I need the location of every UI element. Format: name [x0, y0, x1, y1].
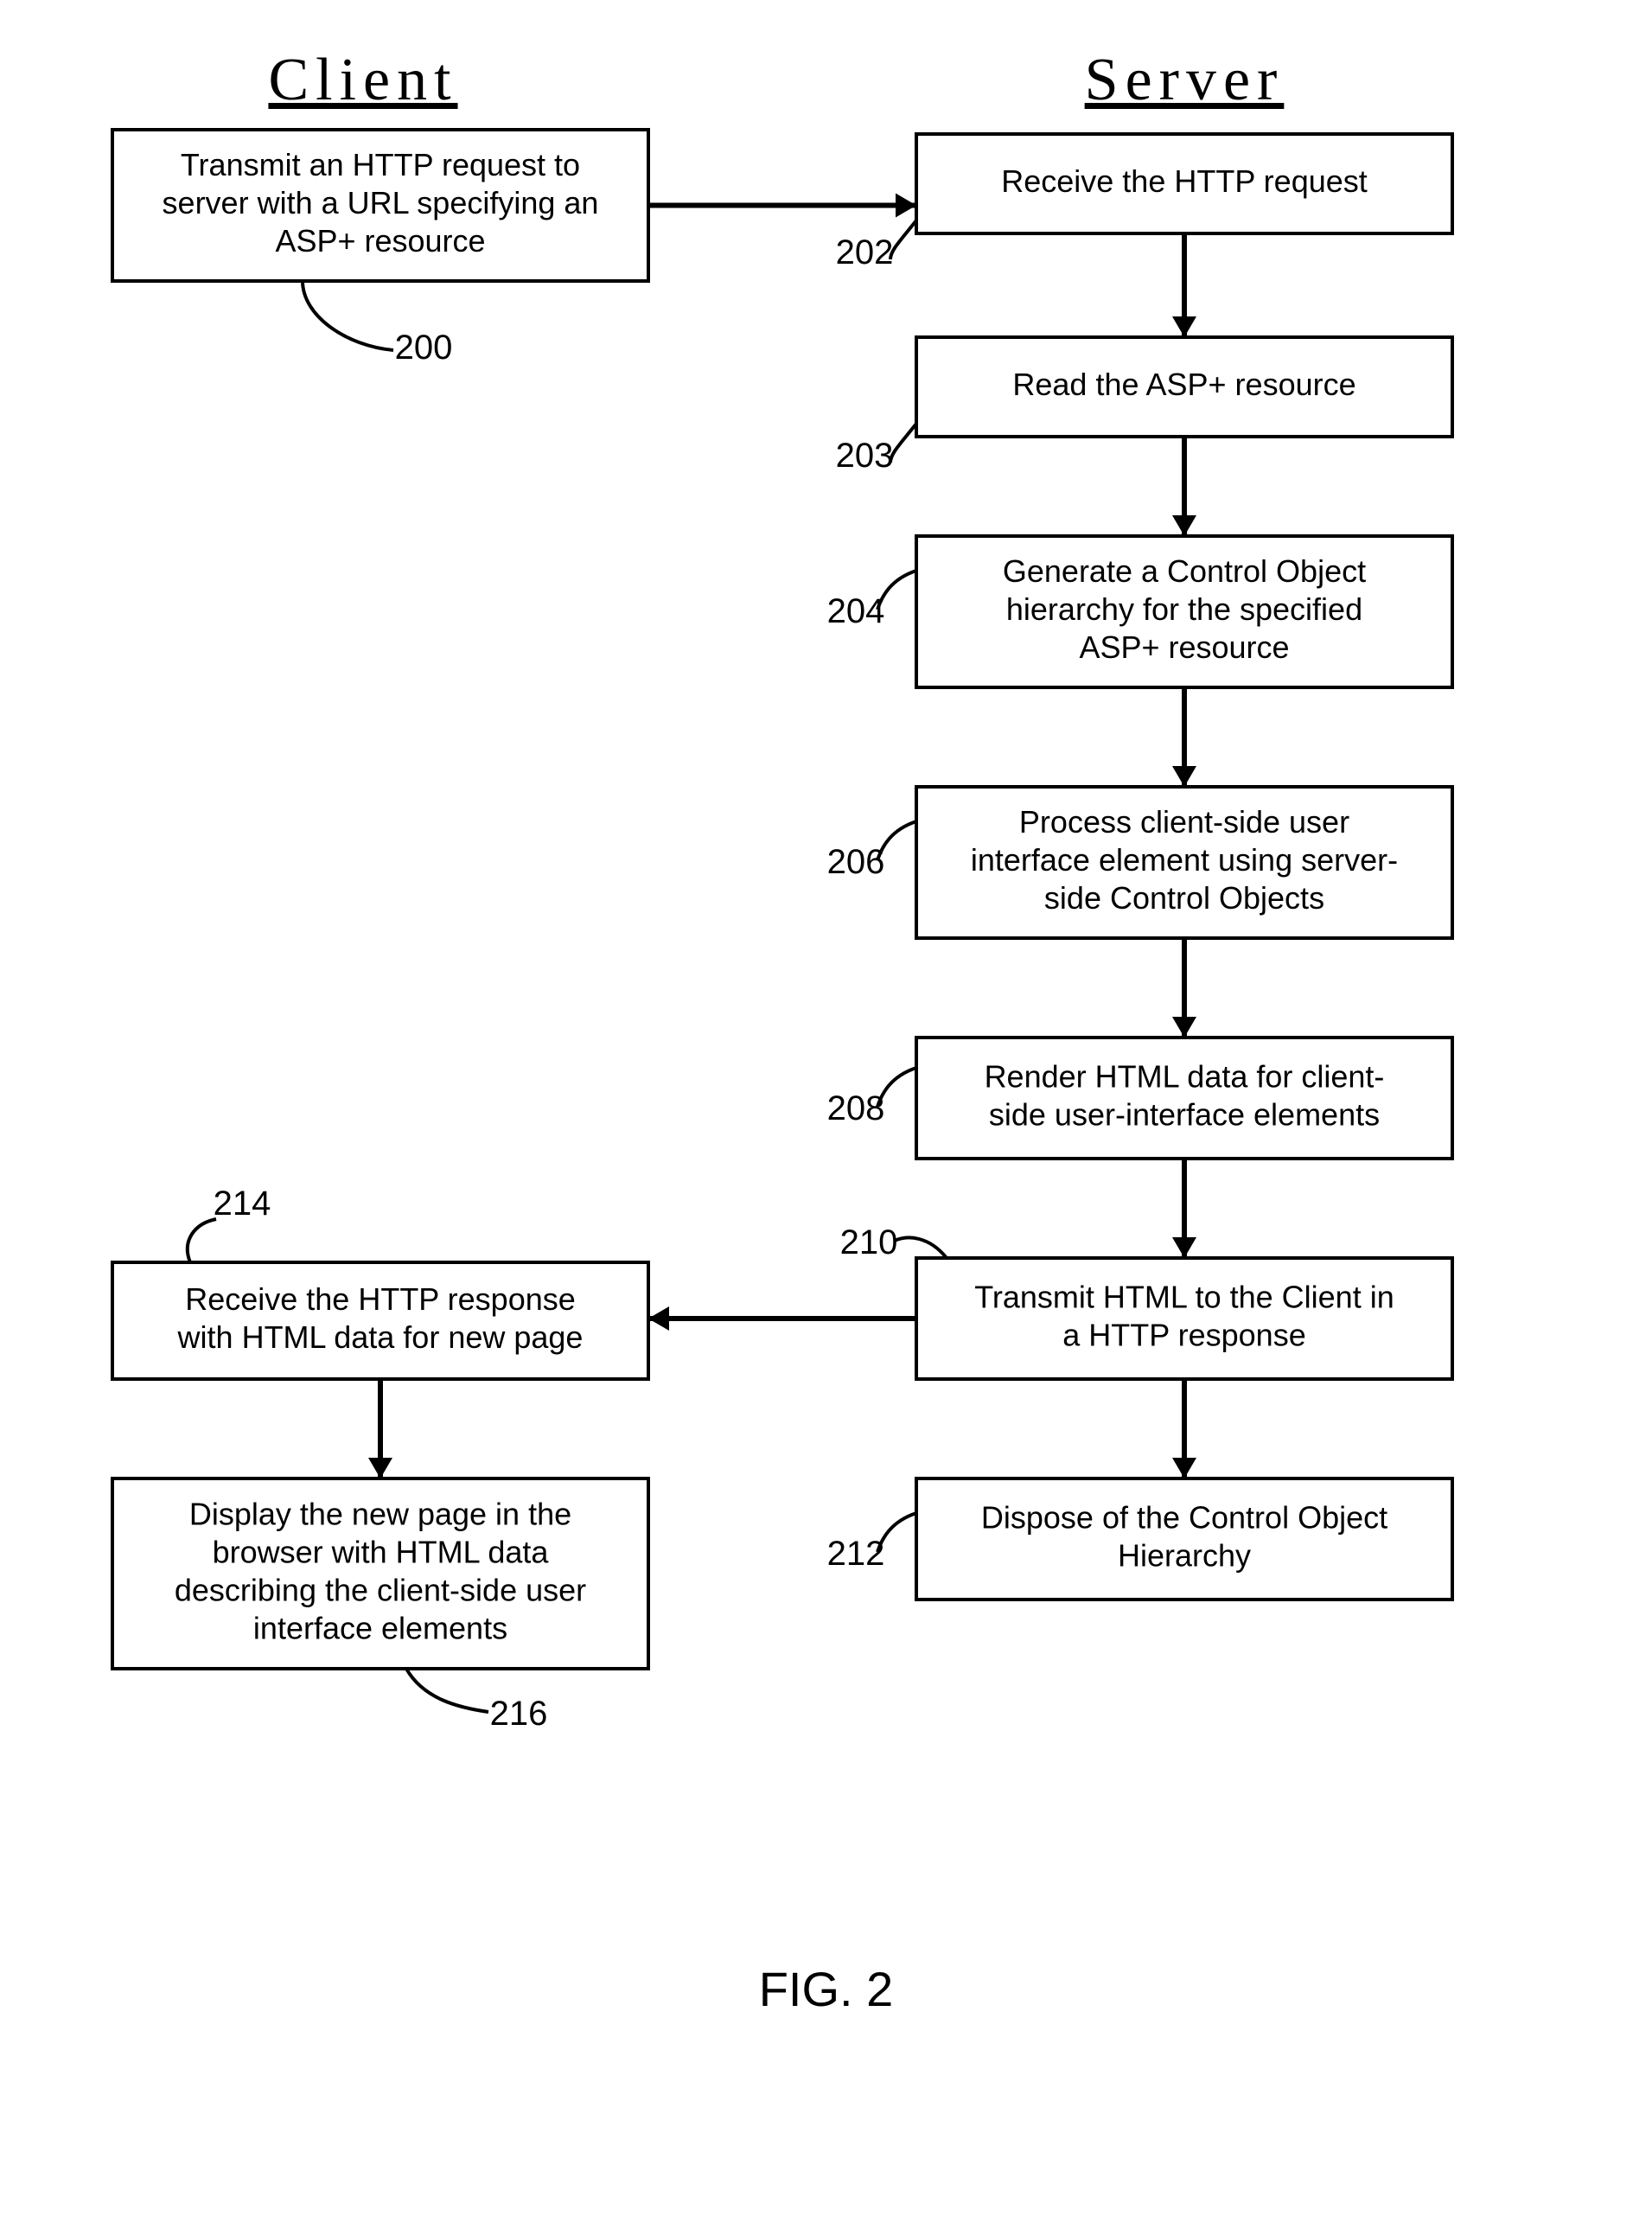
box-212-line-0: Dispose of the Control Object — [981, 1500, 1387, 1536]
arrowhead — [648, 1306, 669, 1331]
ref-200: 200 — [395, 329, 453, 367]
arrowhead — [1172, 766, 1196, 787]
box-206-line-1: interface element using server- — [971, 842, 1398, 878]
box-203-line-0: Read the ASP+ resource — [1012, 367, 1355, 402]
box-204-line-2: ASP+ resource — [1079, 629, 1289, 665]
box-204-line-1: hierarchy for the specified — [1006, 591, 1362, 627]
ref-210: 210 — [840, 1223, 898, 1261]
box-212-line-1: Hierarchy — [1118, 1538, 1251, 1574]
leader-210 — [895, 1238, 947, 1258]
box-214-line-0: Receive the HTTP response — [185, 1281, 576, 1317]
ref-202: 202 — [836, 233, 894, 271]
box-206-line-0: Process client-side user — [1019, 804, 1349, 840]
box-210-line-0: Transmit HTML to the Client in — [974, 1280, 1394, 1315]
box-208-line-1: side user-interface elements — [989, 1097, 1380, 1133]
leader-203 — [890, 424, 916, 463]
box-202-line-0: Receive the HTTP request — [1001, 163, 1368, 199]
leader-214 — [188, 1219, 216, 1262]
arrowhead — [1172, 515, 1196, 536]
leader-202 — [890, 220, 916, 259]
arrowhead — [1172, 316, 1196, 337]
ref-216: 216 — [490, 1695, 548, 1733]
box-200-line-1: server with a URL specifying an — [163, 185, 599, 220]
ref-206: 206 — [827, 843, 885, 881]
client-header: Client — [268, 47, 457, 113]
ref-203: 203 — [836, 437, 894, 475]
box-216-line-2: describing the client-side user — [175, 1573, 586, 1608]
box-214-line-1: with HTML data for new page — [177, 1319, 584, 1355]
box-200-line-2: ASP+ resource — [275, 223, 485, 259]
ref-208: 208 — [827, 1089, 885, 1127]
leader-216 — [406, 1669, 488, 1712]
box-200-line-0: Transmit an HTTP request to — [181, 147, 580, 182]
box-216-line-1: browser with HTML data — [213, 1535, 550, 1570]
arrowhead — [368, 1458, 392, 1478]
leader-200 — [303, 281, 393, 350]
box-216-line-3: interface elements — [253, 1611, 507, 1646]
arrowhead — [896, 194, 916, 218]
server-header: Server — [1085, 47, 1285, 113]
box-216-line-0: Display the new page in the — [189, 1497, 571, 1532]
box-208-line-0: Render HTML data for client- — [985, 1059, 1385, 1095]
figure-label: FIG. 2 — [759, 1962, 894, 2016]
ref-204: 204 — [827, 592, 885, 630]
arrowhead — [1172, 1017, 1196, 1038]
box-206-line-2: side Control Objects — [1044, 880, 1324, 916]
arrowhead — [1172, 1237, 1196, 1258]
box-204-line-0: Generate a Control Object — [1003, 553, 1366, 589]
box-210-line-1: a HTTP response — [1062, 1318, 1305, 1353]
ref-214: 214 — [214, 1185, 271, 1223]
ref-212: 212 — [827, 1535, 885, 1573]
arrowhead — [1172, 1458, 1196, 1478]
